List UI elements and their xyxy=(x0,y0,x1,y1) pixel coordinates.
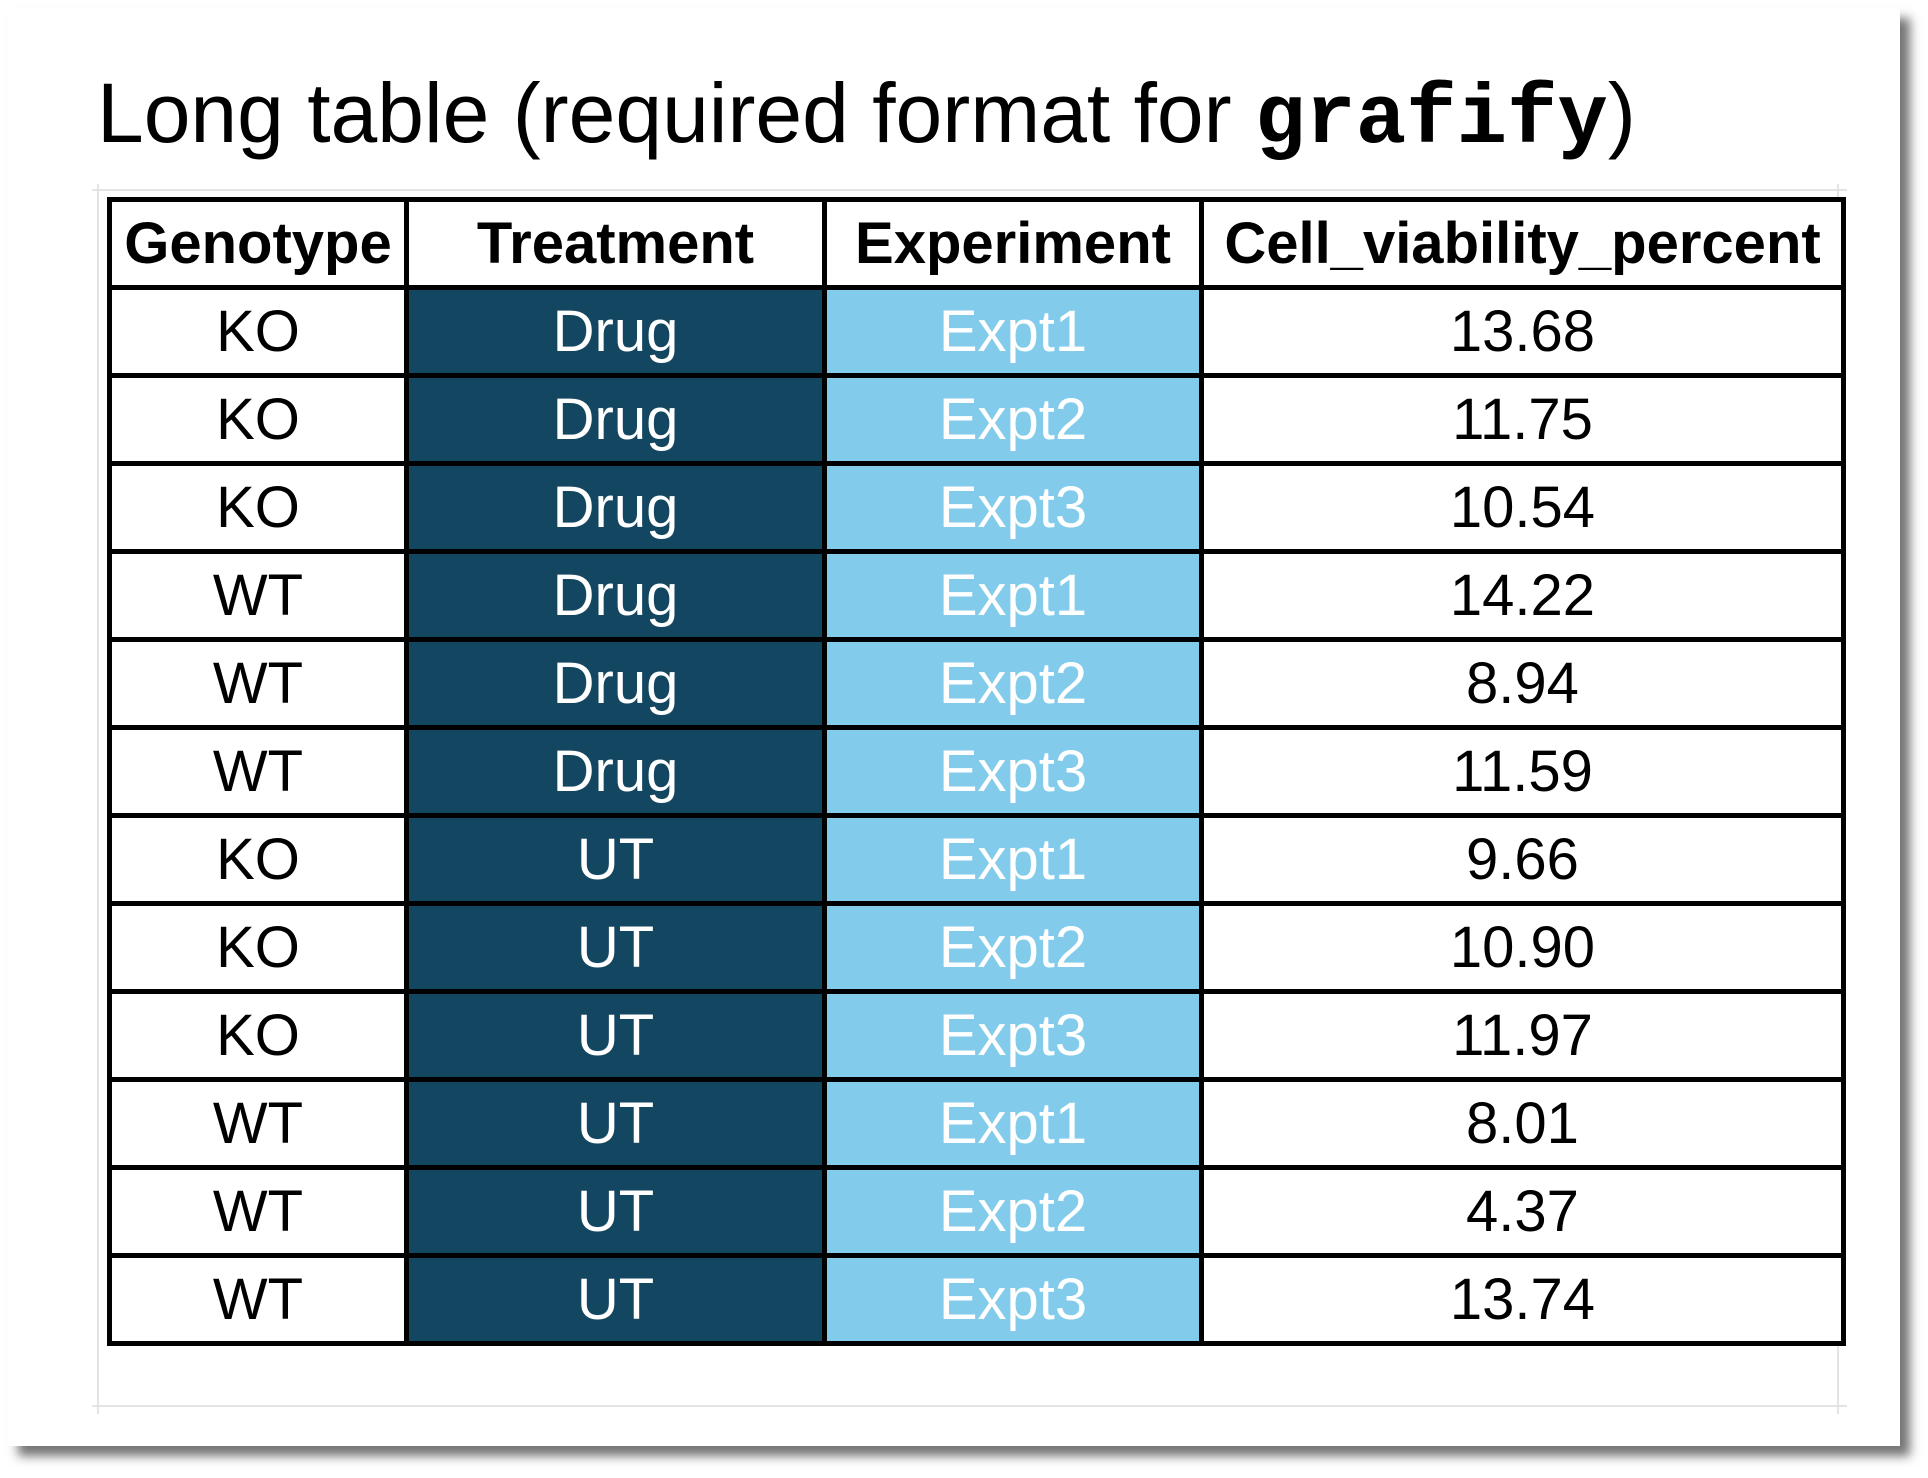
treatment-cell: UT xyxy=(404,1165,827,1258)
experiment-cell: Expt3 xyxy=(822,725,1204,818)
table-row: KO Drug Expt3 10.54 xyxy=(107,461,1846,554)
genotype-cell: KO xyxy=(107,285,409,378)
viability-cell: 8.94 xyxy=(1199,637,1846,730)
experiment-cell: Expt3 xyxy=(822,989,1204,1082)
genotype-cell: WT xyxy=(107,1165,409,1258)
long-format-table: Genotype Treatment Experiment Cell_viabi… xyxy=(107,197,1846,1346)
viability-cell: 11.75 xyxy=(1199,373,1846,466)
header-experiment: Experiment xyxy=(822,197,1204,290)
viability-cell: 10.90 xyxy=(1199,901,1846,994)
title-suffix: ) xyxy=(1607,66,1636,160)
table-row: KO Drug Expt1 13.68 xyxy=(107,285,1846,378)
table-row: WT Drug Expt1 14.22 xyxy=(107,549,1846,642)
page-title: Long table (required format for grafify) xyxy=(97,58,1636,168)
genotype-cell: KO xyxy=(107,373,409,466)
viability-cell: 4.37 xyxy=(1199,1165,1846,1258)
genotype-cell: KO xyxy=(107,813,409,906)
treatment-cell: Drug xyxy=(404,461,827,554)
genotype-cell: KO xyxy=(107,461,409,554)
treatment-cell: UT xyxy=(404,1077,827,1170)
table-row: WT UT Expt3 13.74 xyxy=(107,1253,1846,1346)
treatment-cell: UT xyxy=(404,813,827,906)
title-prefix: Long table (required format for xyxy=(97,66,1255,160)
viability-cell: 8.01 xyxy=(1199,1077,1846,1170)
treatment-cell: Drug xyxy=(404,549,827,642)
genotype-cell: WT xyxy=(107,1077,409,1170)
genotype-cell: WT xyxy=(107,549,409,642)
viability-cell: 13.74 xyxy=(1199,1253,1846,1346)
treatment-cell: UT xyxy=(404,989,827,1082)
genotype-cell: WT xyxy=(107,637,409,730)
table-row: WT Drug Expt2 8.94 xyxy=(107,637,1846,730)
genotype-cell: KO xyxy=(107,989,409,1082)
experiment-cell: Expt1 xyxy=(822,285,1204,378)
experiment-cell: Expt2 xyxy=(822,373,1204,466)
experiment-cell: Expt2 xyxy=(822,637,1204,730)
treatment-cell: Drug xyxy=(404,637,827,730)
viability-cell: 9.66 xyxy=(1199,813,1846,906)
table-row: WT UT Expt2 4.37 xyxy=(107,1165,1846,1258)
header-genotype: Genotype xyxy=(107,197,409,290)
experiment-cell: Expt1 xyxy=(822,549,1204,642)
genotype-cell: WT xyxy=(107,725,409,818)
table-row: WT UT Expt1 8.01 xyxy=(107,1077,1846,1170)
genotype-cell: WT xyxy=(107,1253,409,1346)
viability-cell: 13.68 xyxy=(1199,285,1846,378)
table-row: KO UT Expt2 10.90 xyxy=(107,901,1846,994)
experiment-cell: Expt2 xyxy=(822,901,1204,994)
treatment-cell: Drug xyxy=(404,373,827,466)
table-row: KO UT Expt3 11.97 xyxy=(107,989,1846,1082)
experiment-cell: Expt3 xyxy=(822,461,1204,554)
genotype-cell: KO xyxy=(107,901,409,994)
treatment-cell: UT xyxy=(404,1253,827,1346)
treatment-cell: Drug xyxy=(404,285,827,378)
viability-cell: 14.22 xyxy=(1199,549,1846,642)
title-code: grafify xyxy=(1254,73,1608,168)
table-row: KO Drug Expt2 11.75 xyxy=(107,373,1846,466)
experiment-cell: Expt1 xyxy=(822,813,1204,906)
header-cell-viability: Cell_viability_percent xyxy=(1199,197,1846,290)
treatment-cell: Drug xyxy=(404,725,827,818)
viability-cell: 11.59 xyxy=(1199,725,1846,818)
experiment-cell: Expt3 xyxy=(822,1253,1204,1346)
treatment-cell: UT xyxy=(404,901,827,994)
viability-cell: 10.54 xyxy=(1199,461,1846,554)
experiment-cell: Expt1 xyxy=(822,1077,1204,1170)
table-header-row: Genotype Treatment Experiment Cell_viabi… xyxy=(107,197,1846,290)
header-treatment: Treatment xyxy=(404,197,827,290)
table-row: WT Drug Expt3 11.59 xyxy=(107,725,1846,818)
experiment-cell: Expt2 xyxy=(822,1165,1204,1258)
viability-cell: 11.97 xyxy=(1199,989,1846,1082)
table-row: KO UT Expt1 9.66 xyxy=(107,813,1846,906)
